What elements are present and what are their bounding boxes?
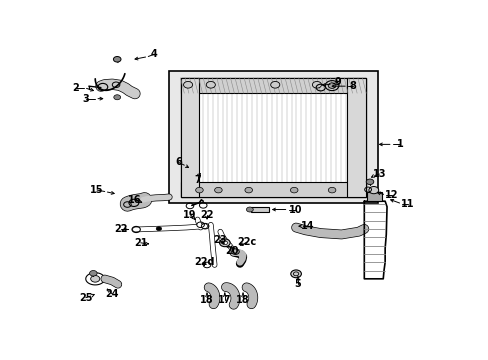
Text: 13: 13 <box>372 169 386 179</box>
Text: 19: 19 <box>183 210 196 220</box>
Text: 9: 9 <box>334 77 341 87</box>
Circle shape <box>327 83 335 89</box>
Circle shape <box>114 95 121 100</box>
Circle shape <box>327 187 335 193</box>
Text: 2: 2 <box>72 82 79 93</box>
Text: 4: 4 <box>150 49 157 59</box>
Circle shape <box>219 239 230 247</box>
Bar <box>180 78 199 197</box>
Bar <box>250 207 268 212</box>
Text: 22: 22 <box>114 225 127 234</box>
Circle shape <box>222 241 227 245</box>
Text: 14: 14 <box>300 221 314 231</box>
Circle shape <box>90 275 100 282</box>
Circle shape <box>368 186 378 194</box>
Circle shape <box>312 81 321 88</box>
Text: 15: 15 <box>90 185 103 195</box>
Circle shape <box>214 187 222 193</box>
Text: 12: 12 <box>385 190 398 200</box>
Circle shape <box>290 270 301 278</box>
Text: 7: 7 <box>194 175 201 185</box>
Text: 5: 5 <box>294 279 301 289</box>
Text: 22: 22 <box>200 210 213 220</box>
Text: 6: 6 <box>175 157 182 167</box>
Text: 18: 18 <box>236 294 249 305</box>
Circle shape <box>89 270 97 276</box>
Text: 25: 25 <box>79 293 92 303</box>
Text: 10: 10 <box>289 204 302 215</box>
Text: 1: 1 <box>396 139 403 149</box>
Text: 17: 17 <box>218 294 231 305</box>
Text: 20: 20 <box>224 246 238 256</box>
Text: 22d: 22d <box>194 257 214 267</box>
Circle shape <box>206 81 215 88</box>
Text: 23: 23 <box>212 235 226 245</box>
Text: 8: 8 <box>349 81 356 91</box>
Circle shape <box>244 187 252 193</box>
Text: 21: 21 <box>134 238 147 248</box>
Circle shape <box>183 81 192 88</box>
Circle shape <box>290 187 297 193</box>
Text: 24: 24 <box>105 289 119 299</box>
Circle shape <box>270 81 279 88</box>
Text: 22c: 22c <box>237 237 256 247</box>
Circle shape <box>195 187 203 193</box>
Bar <box>180 78 366 197</box>
Circle shape <box>246 207 253 212</box>
Bar <box>169 71 377 203</box>
Text: 18: 18 <box>200 294 213 305</box>
Bar <box>346 78 366 197</box>
Circle shape <box>113 57 121 62</box>
Bar <box>180 182 366 197</box>
Text: 16: 16 <box>128 195 142 205</box>
Bar <box>366 192 382 201</box>
Circle shape <box>366 179 373 185</box>
Text: 11: 11 <box>400 199 414 209</box>
Circle shape <box>156 227 161 231</box>
Bar <box>180 78 366 93</box>
Text: 3: 3 <box>82 94 89 104</box>
